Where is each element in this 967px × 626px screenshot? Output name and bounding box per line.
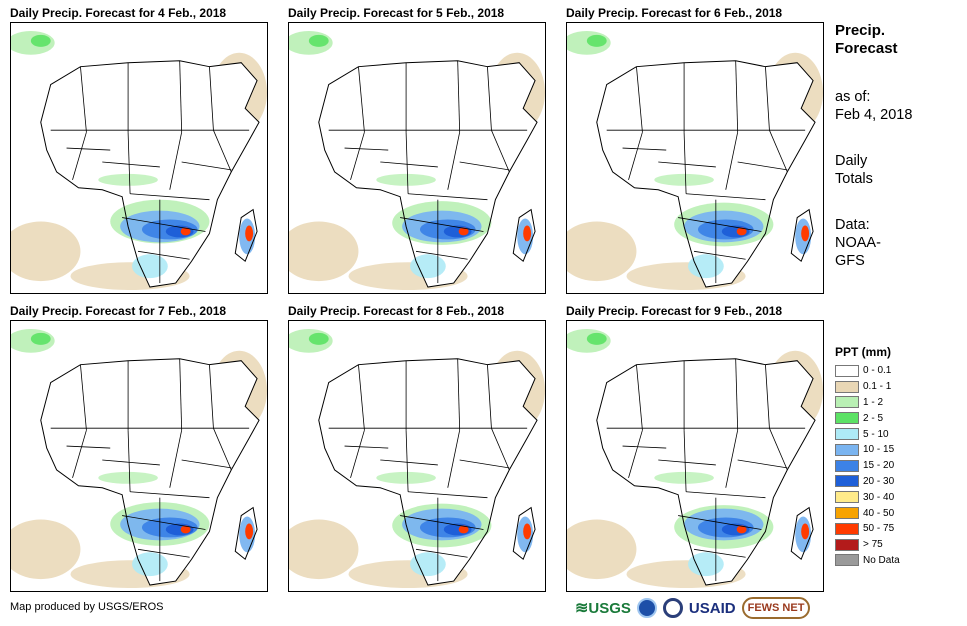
usaid-logo: USAID bbox=[688, 599, 736, 617]
legend-label: 0.1 - 1 bbox=[863, 381, 892, 393]
info-title-line1: Precip. bbox=[835, 22, 886, 39]
asof-date: Feb 4, 2018 bbox=[835, 107, 913, 123]
map-panel-feb9: Daily Precip. Forecast for 9 Feb., 2018 bbox=[566, 302, 836, 592]
data-source-line1: NOAA- bbox=[835, 235, 881, 251]
legend-label: 0 - 0.1 bbox=[863, 365, 892, 377]
fews-net-logo: FEWS NET bbox=[741, 597, 811, 619]
data-source-line2: GFS bbox=[835, 253, 865, 269]
legend-swatch bbox=[835, 491, 859, 504]
precip-map bbox=[566, 22, 824, 294]
legend-label: 2 - 5 bbox=[863, 412, 884, 424]
legend-swatch bbox=[835, 412, 859, 425]
precip-map bbox=[10, 22, 268, 294]
asof-label: as of: bbox=[835, 89, 871, 105]
legend-label: 20 - 30 bbox=[863, 475, 895, 487]
legend-item: 0 - 0.1 bbox=[835, 363, 965, 379]
legend-swatch bbox=[835, 538, 859, 551]
legend-item: 15 - 20 bbox=[835, 458, 965, 474]
legend-swatch bbox=[835, 428, 859, 441]
info-title-line2: Forecast bbox=[835, 40, 898, 57]
partner-logos: ≋USGS USAID FEWS NET bbox=[575, 595, 825, 621]
legend-item: 30 - 40 bbox=[835, 489, 965, 505]
legend-rows: 0 - 0.1 0.1 - 1 1 - 2 2 - 5 5 - 10 10 - 15 15 … bbox=[835, 363, 965, 568]
legend-label: 40 - 50 bbox=[863, 507, 895, 519]
totals-line2: Totals bbox=[835, 171, 873, 187]
legend-item: 0.1 - 1 bbox=[835, 379, 965, 395]
precip-map bbox=[566, 320, 824, 592]
legend-label: No Data bbox=[863, 554, 900, 566]
legend-label: > 75 bbox=[863, 539, 883, 551]
legend-label: 1 - 2 bbox=[863, 396, 884, 408]
precip-map bbox=[288, 22, 546, 294]
panel-title: Daily Precip. Forecast for 9 Feb., 2018 bbox=[566, 304, 783, 318]
map-panel-feb6: Daily Precip. Forecast for 6 Feb., 2018 bbox=[566, 4, 836, 294]
legend-label: 5 - 10 bbox=[863, 428, 889, 440]
map-panel-feb5: Daily Precip. Forecast for 5 Feb., 2018 bbox=[288, 4, 558, 294]
map-panel-feb7: Daily Precip. Forecast for 7 Feb., 2018 bbox=[10, 302, 280, 592]
legend-item: > 75 bbox=[835, 537, 965, 553]
legend-label: 30 - 40 bbox=[863, 491, 895, 503]
panel-title: Daily Precip. Forecast for 4 Feb., 2018 bbox=[10, 6, 227, 20]
panel-title: Daily Precip. Forecast for 6 Feb., 2018 bbox=[566, 6, 783, 20]
precip-map bbox=[288, 320, 546, 592]
map-panel-feb4: Daily Precip. Forecast for 4 Feb., 2018 bbox=[10, 4, 280, 294]
map-panel-feb8: Daily Precip. Forecast for 8 Feb., 2018 bbox=[288, 302, 558, 592]
legend-label: 10 - 15 bbox=[863, 444, 895, 456]
legend-label: 50 - 75 bbox=[863, 523, 895, 535]
totals-line1: Daily bbox=[835, 153, 868, 169]
ppt-legend: PPT (mm) 0 - 0.1 0.1 - 1 1 - 2 2 - 5 5 - 10 1… bbox=[835, 345, 965, 568]
legend-swatch bbox=[835, 459, 859, 472]
legend-title: PPT (mm) bbox=[835, 345, 892, 359]
usgs-logo: ≋USGS bbox=[575, 600, 631, 617]
legend-item: 20 - 30 bbox=[835, 474, 965, 490]
legend-item: 50 - 75 bbox=[835, 521, 965, 537]
legend-item: 1 - 2 bbox=[835, 395, 965, 411]
noaa-logo bbox=[636, 598, 657, 618]
legend-swatch bbox=[835, 443, 859, 456]
panel-title: Daily Precip. Forecast for 5 Feb., 2018 bbox=[288, 6, 505, 20]
legend-item: 10 - 15 bbox=[835, 442, 965, 458]
legend-swatch bbox=[835, 554, 859, 567]
legend-label: 15 - 20 bbox=[863, 460, 895, 472]
legend-item: 5 - 10 bbox=[835, 426, 965, 442]
legend-swatch bbox=[835, 507, 859, 520]
legend-item: 2 - 5 bbox=[835, 410, 965, 426]
legend-swatch bbox=[835, 396, 859, 409]
legend-item: No Data bbox=[835, 553, 965, 569]
panel-title: Daily Precip. Forecast for 8 Feb., 2018 bbox=[288, 304, 505, 318]
legend-swatch bbox=[835, 522, 859, 535]
legend-swatch bbox=[835, 380, 859, 393]
credit-text: Map produced by USGS/EROS bbox=[10, 601, 164, 613]
panel-title: Daily Precip. Forecast for 7 Feb., 2018 bbox=[10, 304, 227, 318]
legend-swatch bbox=[835, 364, 859, 377]
precip-map bbox=[10, 320, 268, 592]
forecast-info: Precip. Forecast as of: Feb 4, 2018 Dail… bbox=[835, 22, 965, 270]
legend-swatch bbox=[835, 475, 859, 488]
dhs-seal-icon bbox=[662, 598, 683, 618]
legend-item: 40 - 50 bbox=[835, 505, 965, 521]
data-label: Data: bbox=[835, 217, 870, 233]
